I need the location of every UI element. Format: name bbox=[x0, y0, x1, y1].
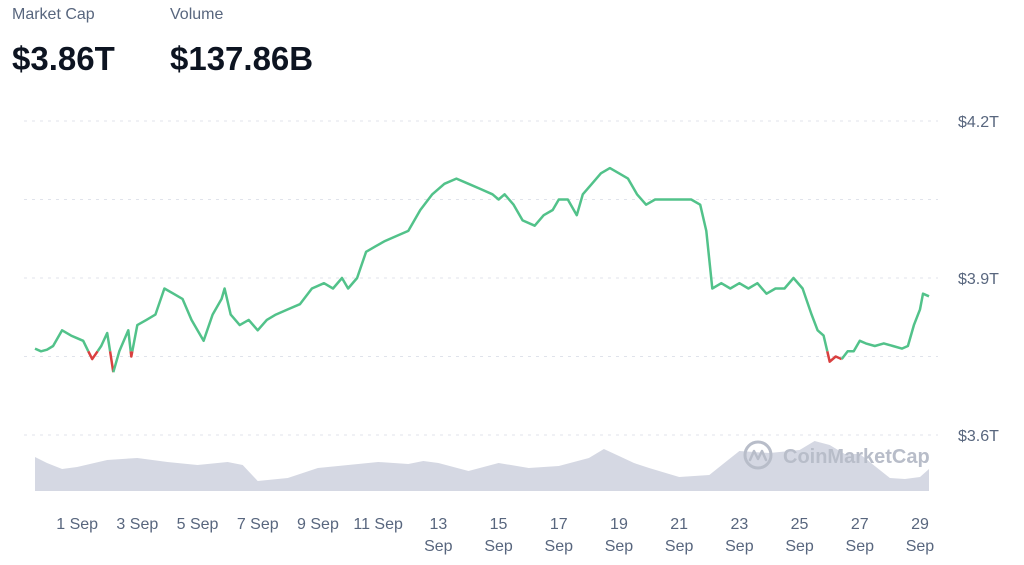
x-tick-label-month: Sep bbox=[665, 538, 694, 555]
price-line-down-segment bbox=[826, 351, 843, 363]
grid-lines bbox=[24, 120, 938, 436]
x-tick-label: 29 bbox=[911, 516, 929, 533]
x-tick-label: 23 bbox=[730, 516, 748, 533]
x-tick-label-month: Sep bbox=[424, 538, 453, 555]
coinmarketcap-logo-mark bbox=[748, 449, 768, 462]
volume-area-path bbox=[35, 441, 929, 491]
y-axis-labels: $4.2T $3.9T $3.6T bbox=[958, 114, 999, 445]
price-line-up-segment bbox=[840, 292, 930, 360]
price-line-down-segment bbox=[87, 350, 99, 361]
x-tick-label-month: Sep bbox=[484, 538, 513, 555]
price-line-up-segment bbox=[34, 329, 90, 353]
x-tick-label: 9 Sep bbox=[297, 516, 339, 533]
x-tick-label: 17 bbox=[550, 516, 568, 533]
coinmarketcap-watermark: CoinMarketCap bbox=[743, 440, 930, 470]
x-tick-label-month: Sep bbox=[785, 538, 814, 555]
market-cap-stat: Market Cap $3.86T bbox=[12, 6, 115, 78]
volume-area bbox=[35, 441, 929, 491]
x-tick-label-month: Sep bbox=[545, 538, 574, 555]
market-cap-value: $3.86T bbox=[12, 40, 115, 77]
price-line-down-segment bbox=[129, 351, 134, 358]
x-tick-label: 27 bbox=[851, 516, 869, 533]
price-line bbox=[34, 166, 930, 373]
watermark-text: CoinMarketCap bbox=[783, 446, 930, 468]
x-tick-label: 21 bbox=[670, 516, 688, 533]
volume-stat: Volume $137.86B bbox=[170, 6, 313, 78]
x-tick-label: 15 bbox=[490, 516, 508, 533]
y-tick-label: $3.6T bbox=[958, 428, 999, 445]
x-tick-label-month: Sep bbox=[605, 538, 634, 555]
market-cap-label: Market Cap bbox=[12, 6, 95, 23]
x-tick-label: 13 bbox=[429, 516, 447, 533]
y-tick-label: $4.2T bbox=[958, 114, 999, 131]
x-axis-labels: 1 Sep 3 Sep 5 Sep 7 Sep 9 Sep 11 Sep 13 Sep 15 Se… bbox=[56, 516, 934, 555]
x-tick-label: 3 Sep bbox=[116, 516, 158, 533]
x-tick-label: 11 Sep bbox=[353, 516, 403, 533]
x-tick-label: 1 Sep bbox=[56, 516, 98, 533]
price-line-down-segment bbox=[108, 351, 115, 373]
x-tick-label-month: Sep bbox=[846, 538, 875, 555]
volume-label: Volume bbox=[170, 6, 224, 23]
y-tick-label: $3.9T bbox=[958, 271, 999, 288]
x-tick-label: 19 bbox=[610, 516, 628, 533]
price-line-up-segment bbox=[112, 329, 132, 373]
x-tick-label: 25 bbox=[791, 516, 809, 533]
price-line-up-segment bbox=[131, 166, 829, 352]
x-tick-label-month: Sep bbox=[906, 538, 935, 555]
volume-value: $137.86B bbox=[170, 40, 314, 77]
x-tick-label: 7 Sep bbox=[237, 516, 279, 533]
x-tick-label-month: Sep bbox=[725, 538, 754, 555]
coinmarketcap-logo-icon bbox=[743, 440, 773, 470]
price-line-up-segment bbox=[96, 331, 112, 353]
x-tick-label: 5 Sep bbox=[177, 516, 219, 533]
